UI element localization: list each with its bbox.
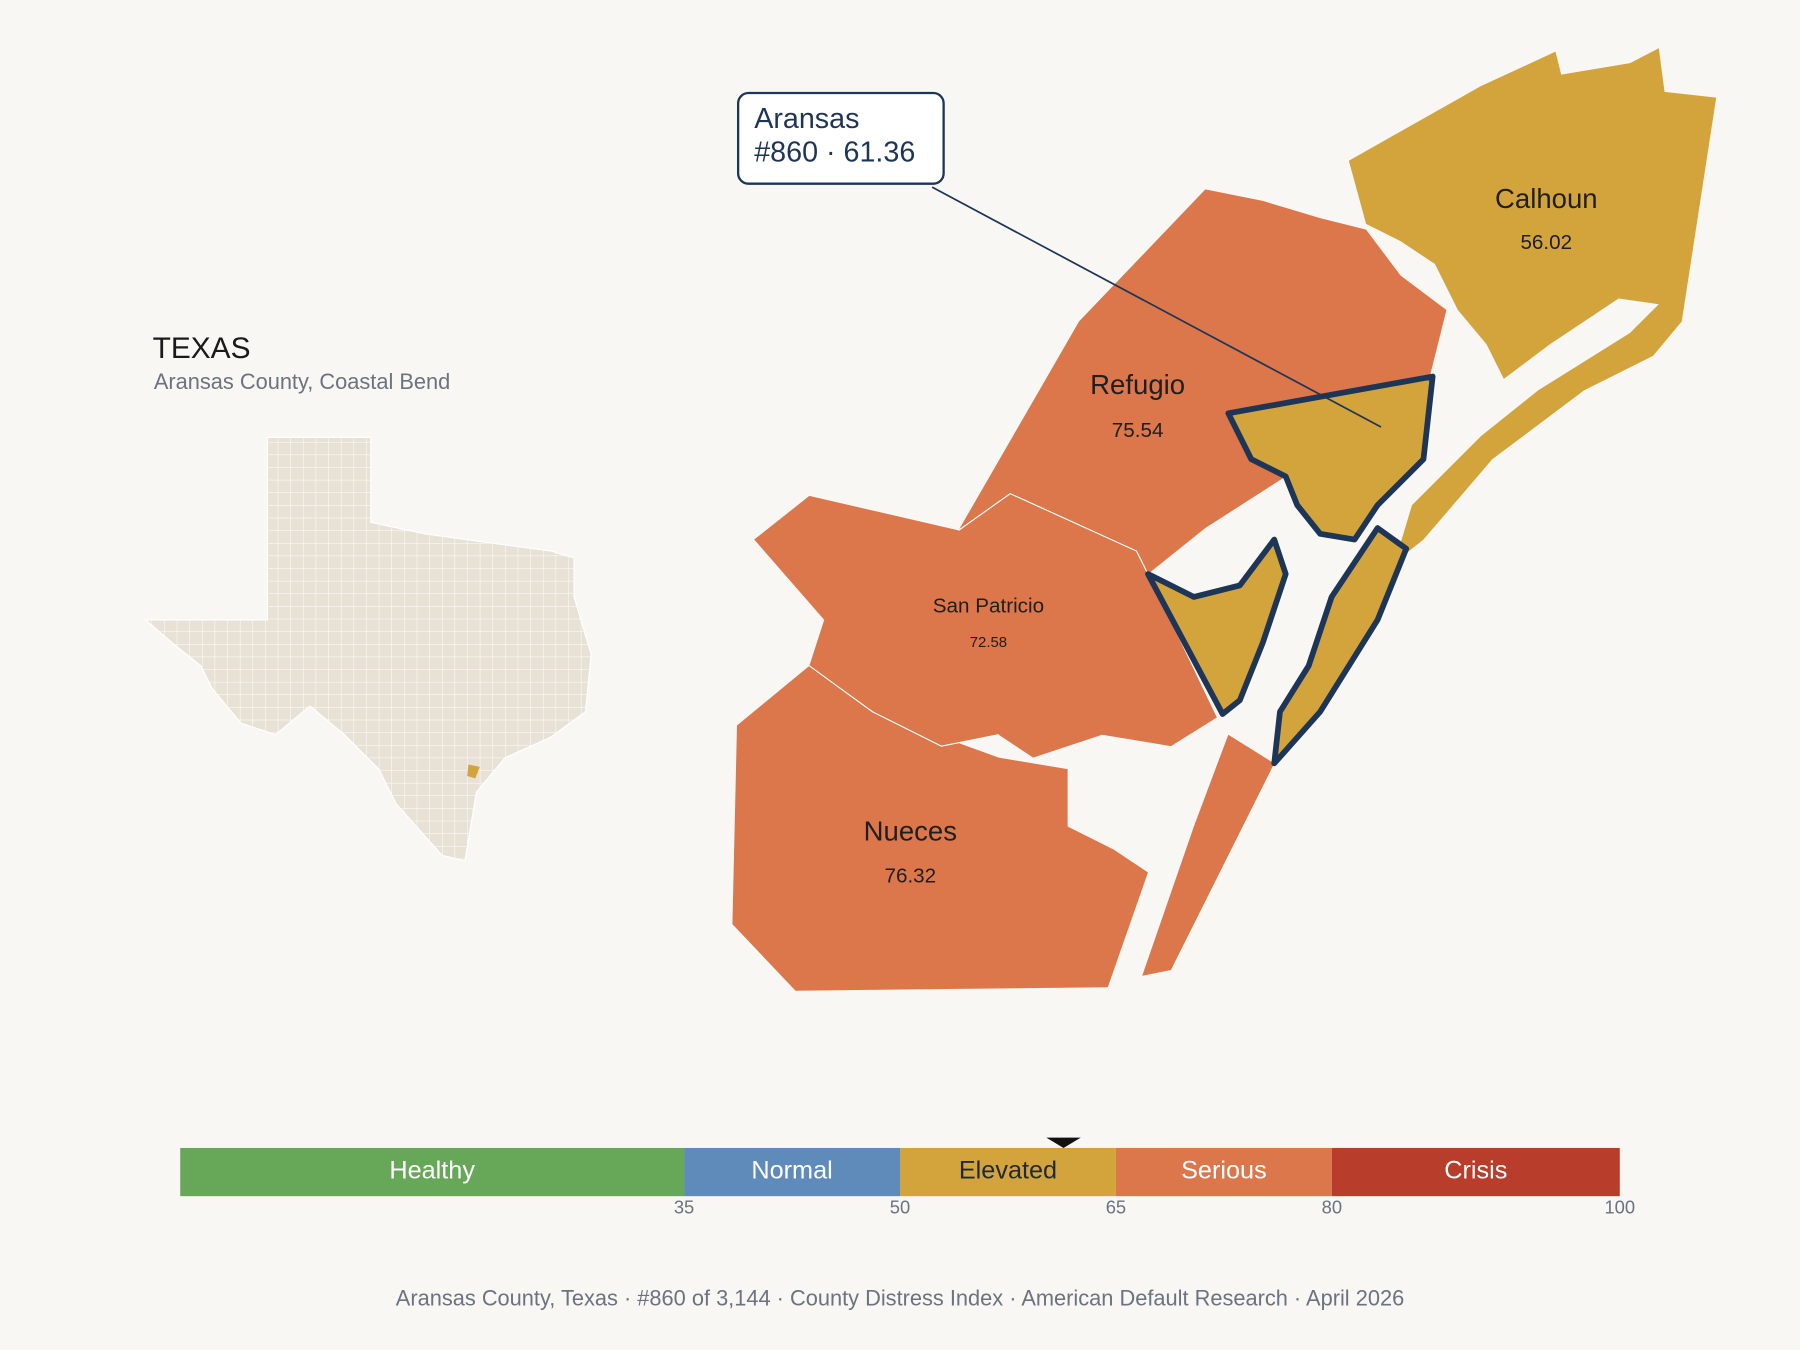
legend: Healthy Normal Elevated Serious Crisis 35 50 65… <box>180 1137 1635 1218</box>
state-title: TEXAS <box>153 332 251 365</box>
county <box>754 493 1217 758</box>
county-value: 56.02 <box>1520 231 1572 254</box>
county <box>1348 48 1717 563</box>
legend-band-label: Healthy <box>389 1157 475 1185</box>
legend-tick-label: 35 <box>674 1197 694 1218</box>
county <box>732 665 1275 991</box>
legend-band <box>900 1147 1116 1197</box>
county-name: Nueces <box>864 816 957 847</box>
county-value: 76.32 <box>884 864 936 887</box>
county-name: Calhoun <box>1495 183 1598 214</box>
legend-band <box>684 1147 900 1197</box>
legend-tick-label: 65 <box>1106 1197 1126 1218</box>
inset-highlight <box>467 764 480 779</box>
legend-band <box>1115 1147 1332 1197</box>
texas-inset <box>144 436 592 862</box>
legend-tick-label: 100 <box>1604 1197 1635 1218</box>
county <box>958 189 1447 574</box>
legend-band <box>1331 1147 1620 1197</box>
legend-tick-label: 50 <box>890 1197 910 1218</box>
county-value: 75.54 <box>1112 419 1164 442</box>
legend-marker <box>1046 1137 1081 1148</box>
leader-line <box>931 186 1382 428</box>
subtitle: Aransas County, Coastal Bend <box>154 369 450 394</box>
county-name: Refugio <box>1090 369 1185 400</box>
legend-band-label: Normal <box>751 1157 832 1185</box>
highlight-county[interactable] <box>1145 373 1436 767</box>
footer: Aransas County, Texas · #860 of 3,144 · … <box>396 1285 1404 1310</box>
county-name: San Patricio <box>933 595 1044 618</box>
county-value: 72.58 <box>970 634 1007 651</box>
callout-detail: #860 · 61.36 <box>754 136 915 168</box>
legend-band <box>180 1147 685 1197</box>
county-layer <box>732 48 1717 991</box>
callout-name: Aransas <box>754 103 859 135</box>
legend-band-label: Crisis <box>1444 1157 1507 1185</box>
callout-box <box>736 91 945 185</box>
legend-tick-label: 80 <box>1322 1197 1342 1218</box>
legend-band-label: Serious <box>1181 1157 1267 1185</box>
legend-band-label: Elevated <box>959 1157 1057 1185</box>
